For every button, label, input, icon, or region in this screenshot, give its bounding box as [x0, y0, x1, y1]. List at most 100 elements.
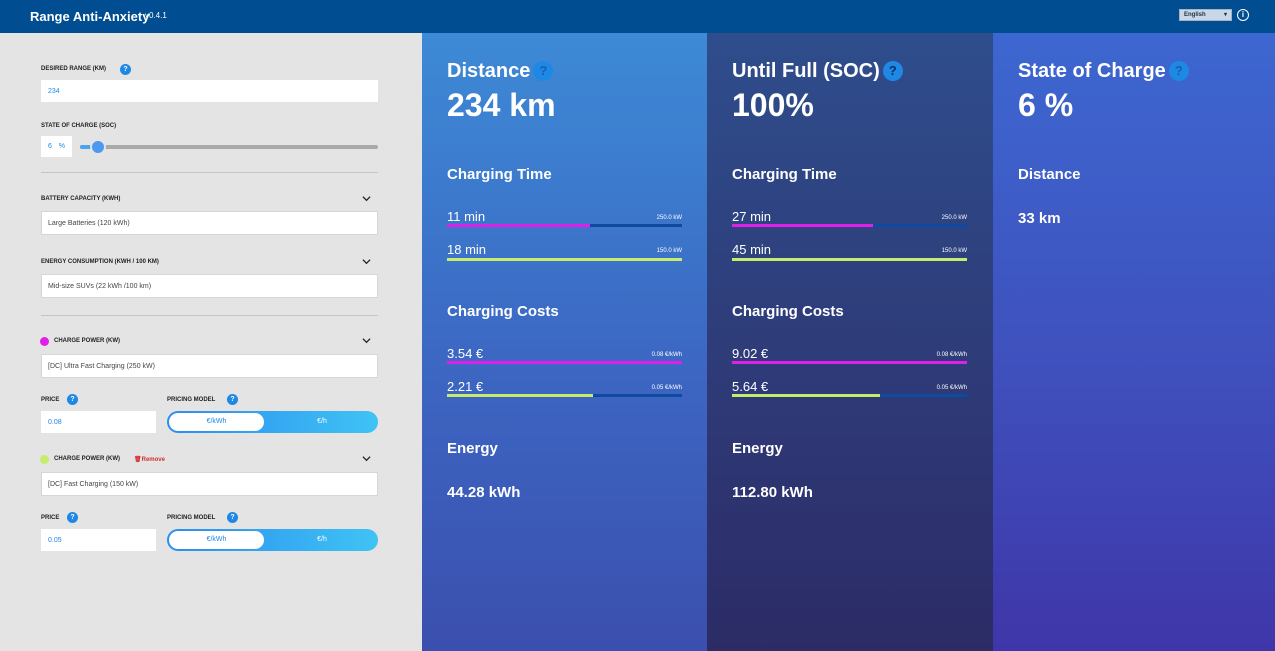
desired-range-label: DESIRED RANGE (KM) — [41, 66, 107, 72]
soc-unit: % — [58, 143, 65, 150]
bar-fill — [447, 394, 593, 397]
column-title: State of Charge? — [1018, 60, 1189, 83]
charger-2-price-input[interactable]: 0.05 — [41, 529, 156, 551]
price-rate-label: 0.08 €/kWh — [936, 352, 967, 358]
divider — [41, 172, 378, 173]
soc-slider-fill — [80, 145, 98, 149]
bar-fill — [732, 361, 967, 364]
energy-consumption-label: ENERGY CONSUMPTION (KWH / 100 KM) — [41, 259, 159, 265]
charging-cost-value: 5.64 € — [732, 379, 769, 394]
charging-cost-bar — [447, 394, 682, 397]
charger-2-chevron-down-icon[interactable] — [362, 454, 371, 463]
bar-fill — [732, 224, 873, 227]
settings-sidebar: DESIRED RANGE (KM) ? 234 STATE OF CHARGE… — [0, 33, 422, 651]
bar-fill — [732, 258, 967, 261]
charger-2-price-label: PRICE — [41, 515, 60, 521]
charging-cost-bar — [732, 394, 967, 397]
distance-column: Distance? 234 km Charging Time 11 min 25… — [422, 33, 707, 651]
soc-help-icon[interactable]: ? — [1168, 61, 1189, 81]
bar-fill — [447, 224, 591, 227]
pricing-option-per-hour[interactable]: €/h — [317, 418, 327, 425]
charging-time-value: 45 min — [732, 242, 772, 257]
price-rate-label: 0.05 €/kWh — [651, 385, 682, 391]
soc-slider[interactable] — [80, 139, 378, 155]
charger-1-label: CHARGE POWER (KW) — [54, 338, 120, 344]
state-of-charge-column: State of Charge? 6 % Distance 33 km — [993, 33, 1275, 651]
charger-1-pricing-model-label: PRICING MODEL — [167, 397, 216, 403]
energy-consumption-select[interactable]: Mid-size SUVs (22 kWh /100 km) — [41, 274, 378, 298]
charging-cost-value: 2.21 € — [447, 379, 484, 394]
pricing-option-per-kwh[interactable]: €/kWh — [169, 413, 264, 431]
consumption-chevron-down-icon[interactable] — [362, 257, 371, 266]
charger-2-price-help-icon[interactable]: ? — [67, 512, 78, 523]
top-bar: Range Anti-Anxiety v0.4.1 English ▾ i — [0, 0, 1275, 33]
price-rate-label: 0.05 €/kWh — [936, 385, 967, 391]
energy-title: Energy — [732, 440, 783, 457]
distance-value: 234 km — [447, 87, 556, 123]
bar-fill — [447, 361, 682, 364]
distance-help-icon[interactable]: ? — [533, 61, 554, 81]
charging-time-value: 27 min — [732, 209, 772, 224]
charger-2-label: CHARGE POWER (KW) — [54, 456, 120, 462]
charger-1-select[interactable]: [DC] Ultra Fast Charging (250 kW) — [41, 354, 378, 378]
until-full-value: 100% — [732, 87, 814, 123]
column-title: Until Full (SOC)? — [732, 60, 903, 83]
charging-costs-title: Charging Costs — [447, 303, 559, 320]
desired-range-help-icon[interactable]: ? — [120, 64, 131, 75]
column-title: Distance? — [447, 60, 554, 83]
battery-chevron-down-icon[interactable] — [362, 194, 371, 203]
charger-2-color-dot — [40, 455, 49, 464]
charger-2-pricing-help-icon[interactable]: ? — [227, 512, 238, 523]
soc-distance-value: 33 km — [1018, 210, 1061, 227]
charging-rate-label: 150.0 kW — [656, 248, 682, 254]
charger-2-pricing-model-label: PRICING MODEL — [167, 515, 216, 521]
info-icon[interactable]: i — [1237, 9, 1249, 21]
until-full-title: Until Full (SOC) — [732, 60, 880, 82]
charging-rate-label: 150.0 kW — [941, 248, 967, 254]
until-full-help-icon[interactable]: ? — [882, 61, 903, 81]
soc-slider-thumb[interactable] — [89, 139, 106, 155]
charger-2-pricing-toggle[interactable]: €/kWh €/h — [167, 529, 378, 551]
charger-1-chevron-down-icon[interactable] — [362, 336, 371, 345]
desired-range-input[interactable]: 234 — [41, 80, 378, 102]
charger-1-pricing-help-icon[interactable]: ? — [227, 394, 238, 405]
pricing-option-per-hour[interactable]: €/h — [317, 536, 327, 543]
language-value: English — [1184, 12, 1206, 18]
chevron-down-icon: ▾ — [1223, 12, 1227, 18]
charging-costs-title: Charging Costs — [732, 303, 844, 320]
bar-fill — [732, 394, 881, 397]
app-version: v0.4.1 — [145, 11, 167, 20]
trash-icon: 🗑 — [134, 457, 142, 463]
energy-value: 112.80 kWh — [732, 484, 813, 501]
charger-1-price-label: PRICE — [41, 397, 60, 403]
charger-2-select[interactable]: [DC] Fast Charging (150 kW) — [41, 472, 378, 496]
charger-1-price-help-icon[interactable]: ? — [67, 394, 78, 405]
distance-title: Distance — [447, 60, 531, 82]
divider — [41, 315, 378, 316]
soc-input[interactable]: 6 % — [41, 136, 72, 157]
charging-rate-label: 250.0 kW — [941, 215, 967, 221]
price-rate-label: 0.08 €/kWh — [651, 352, 682, 358]
pricing-option-per-kwh[interactable]: €/kWh — [169, 531, 264, 549]
battery-capacity-select[interactable]: Large Batteries (120 kWh) — [41, 211, 378, 235]
app-title: Range Anti-Anxiety — [30, 9, 150, 24]
charging-time-bar — [447, 258, 682, 261]
charger-2-remove-button[interactable]: 🗑Remove — [134, 456, 165, 463]
until-full-column: Until Full (SOC)? 100% Charging Time 27 … — [707, 33, 993, 651]
charger-1-pricing-toggle[interactable]: €/kWh €/h — [167, 411, 378, 433]
charging-rate-label: 250.0 kW — [656, 215, 682, 221]
energy-value: 44.28 kWh — [447, 484, 521, 501]
soc-label: STATE OF CHARGE (SOC) — [41, 123, 117, 129]
energy-title: Energy — [447, 440, 498, 457]
charger-1-color-dot — [40, 337, 49, 346]
charging-time-title: Charging Time — [732, 166, 837, 183]
language-select[interactable]: English ▾ — [1179, 9, 1232, 21]
charging-time-value: 18 min — [447, 242, 487, 257]
charging-cost-value: 3.54 € — [447, 346, 484, 361]
battery-capacity-label: BATTERY CAPACITY (KWH) — [41, 196, 121, 202]
charger-1-price-input[interactable]: 0.08 — [41, 411, 156, 433]
soc-title: State of Charge — [1018, 60, 1166, 82]
charging-time-bar — [732, 258, 967, 261]
soc-value: 6 — [48, 143, 52, 150]
soc-distance-title: Distance — [1018, 166, 1081, 183]
